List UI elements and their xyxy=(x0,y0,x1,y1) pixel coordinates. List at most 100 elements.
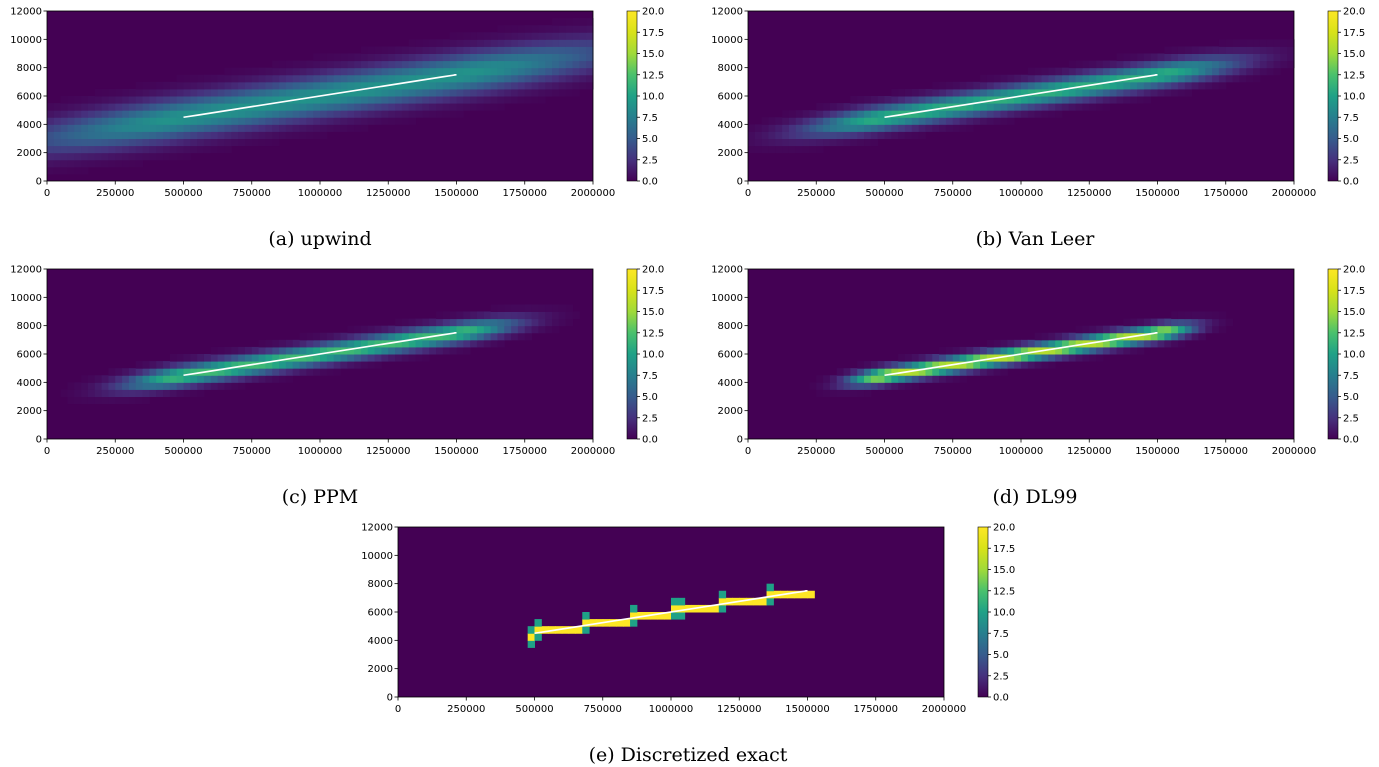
heatmap-cell xyxy=(1102,81,1111,90)
heatmap-cell xyxy=(497,304,505,312)
heatmap-cell xyxy=(524,311,533,320)
heatmap-cell xyxy=(67,96,75,104)
heatmap-cell xyxy=(258,88,266,97)
x-tick-label: 0 xyxy=(395,704,401,715)
heatmap-cell xyxy=(94,96,103,104)
heatmap-cell xyxy=(163,96,171,104)
heatmap-cell xyxy=(1041,110,1049,118)
heatmap-cell xyxy=(1055,103,1063,111)
heatmap-cell xyxy=(1212,318,1220,327)
heatmap-cell xyxy=(442,74,451,83)
colorbar-tick-label: 10.0 xyxy=(1343,350,1365,361)
heatmap-cell xyxy=(210,124,219,132)
heatmap-cell xyxy=(210,354,219,362)
heatmap-cell xyxy=(251,110,260,118)
heatmap-cell xyxy=(1055,339,1063,348)
heatmap-cell xyxy=(545,81,553,90)
heatmap-cell xyxy=(94,152,103,161)
heatmap-cell xyxy=(1212,60,1220,69)
heatmap-cell xyxy=(94,389,103,397)
heatmap-cell xyxy=(864,368,872,376)
heatmap-cell xyxy=(1232,60,1240,69)
heatmap-cell xyxy=(973,110,981,118)
heatmap-cell xyxy=(251,81,260,90)
heatmap-cell xyxy=(809,145,817,154)
heatmap-cell xyxy=(285,131,294,139)
heatmap-cell xyxy=(313,117,321,125)
heatmap-cell xyxy=(490,74,498,83)
heatmap-cell xyxy=(238,74,246,83)
heatmap-cell xyxy=(47,138,55,147)
heatmap-cell xyxy=(1007,88,1015,97)
heatmap-cell xyxy=(169,124,178,132)
heatmap-cell xyxy=(306,110,314,118)
heatmap-cell xyxy=(258,96,266,104)
heatmap-cell xyxy=(436,46,444,54)
heatmap-cell xyxy=(354,354,362,362)
heatmap-cell xyxy=(1150,81,1158,90)
heatmap-cell xyxy=(135,375,144,383)
heatmap-cell xyxy=(898,354,906,362)
heatmap-cell xyxy=(891,368,899,376)
colorbar-tick-label: 17.5 xyxy=(1343,28,1365,39)
heatmap-cell xyxy=(504,96,512,104)
heatmap-cell xyxy=(197,138,205,147)
heatmap-cell xyxy=(415,354,423,362)
heatmap-cell xyxy=(238,354,246,362)
heatmap-cell xyxy=(754,145,763,154)
heatmap-cell xyxy=(381,96,389,104)
heatmap-cell xyxy=(313,53,321,62)
heatmap-cell xyxy=(816,389,824,397)
heatmap-cell xyxy=(183,354,191,362)
heatmap-cell xyxy=(1000,361,1008,369)
heatmap-cell xyxy=(925,103,933,111)
heatmap-cell xyxy=(108,131,116,139)
heatmap-cell xyxy=(210,368,219,376)
heatmap-dl99 xyxy=(748,269,1294,439)
y-tick-label: 2000 xyxy=(17,406,42,417)
heatmap-cell xyxy=(534,619,542,627)
heatmap-cell xyxy=(1143,74,1152,83)
heatmap-cell xyxy=(265,346,273,355)
heatmap-cell xyxy=(538,67,546,76)
heatmap-cell xyxy=(1171,46,1179,54)
heatmap-cell xyxy=(115,382,123,390)
heatmap-cell xyxy=(354,361,362,369)
heatmap-cell xyxy=(1143,96,1152,104)
heatmap-cell xyxy=(401,346,410,355)
heatmap-cell xyxy=(1164,81,1172,90)
heatmap-cell xyxy=(932,81,940,90)
heatmap-cell xyxy=(265,368,273,376)
heatmap-cell xyxy=(217,145,225,154)
heatmap-cell xyxy=(81,396,89,405)
heatmap-cell xyxy=(238,368,246,376)
heatmap-cell xyxy=(1273,67,1281,76)
heatmap-cell xyxy=(360,124,369,132)
heatmap-cell xyxy=(565,81,574,90)
heatmap-cell xyxy=(850,103,858,111)
heatmap-cell xyxy=(313,346,321,355)
heatmap-cell xyxy=(279,375,287,383)
panel-upwind: 0 250000 500000 750000 1000000 1250000 1500000… xyxy=(10,7,664,251)
heatmap-cell xyxy=(258,117,266,125)
x-tick-label: 750000 xyxy=(233,188,271,199)
y-tick-label: 4000 xyxy=(17,120,42,131)
heatmap-cell xyxy=(163,145,171,154)
heatmap-cell xyxy=(128,382,137,390)
heatmap-cell xyxy=(1177,325,1186,334)
heatmap-cell xyxy=(788,145,797,154)
heatmap-cell xyxy=(1259,46,1268,54)
heatmap-cell xyxy=(483,60,492,69)
heatmap-cell xyxy=(169,131,178,139)
heatmap-cell xyxy=(531,46,539,54)
colorbar-tick-label: 5.0 xyxy=(993,650,1009,661)
heatmap-cell xyxy=(558,304,567,312)
heatmap-cell xyxy=(911,131,920,139)
heatmap-cell xyxy=(367,346,376,355)
heatmap-cell xyxy=(272,368,280,376)
heatmap-cell xyxy=(1123,81,1131,90)
heatmap-cell xyxy=(993,346,1002,355)
heatmap-cell xyxy=(169,354,178,362)
heatmap-cell xyxy=(1137,60,1145,69)
heatmap-cell xyxy=(1130,339,1138,348)
